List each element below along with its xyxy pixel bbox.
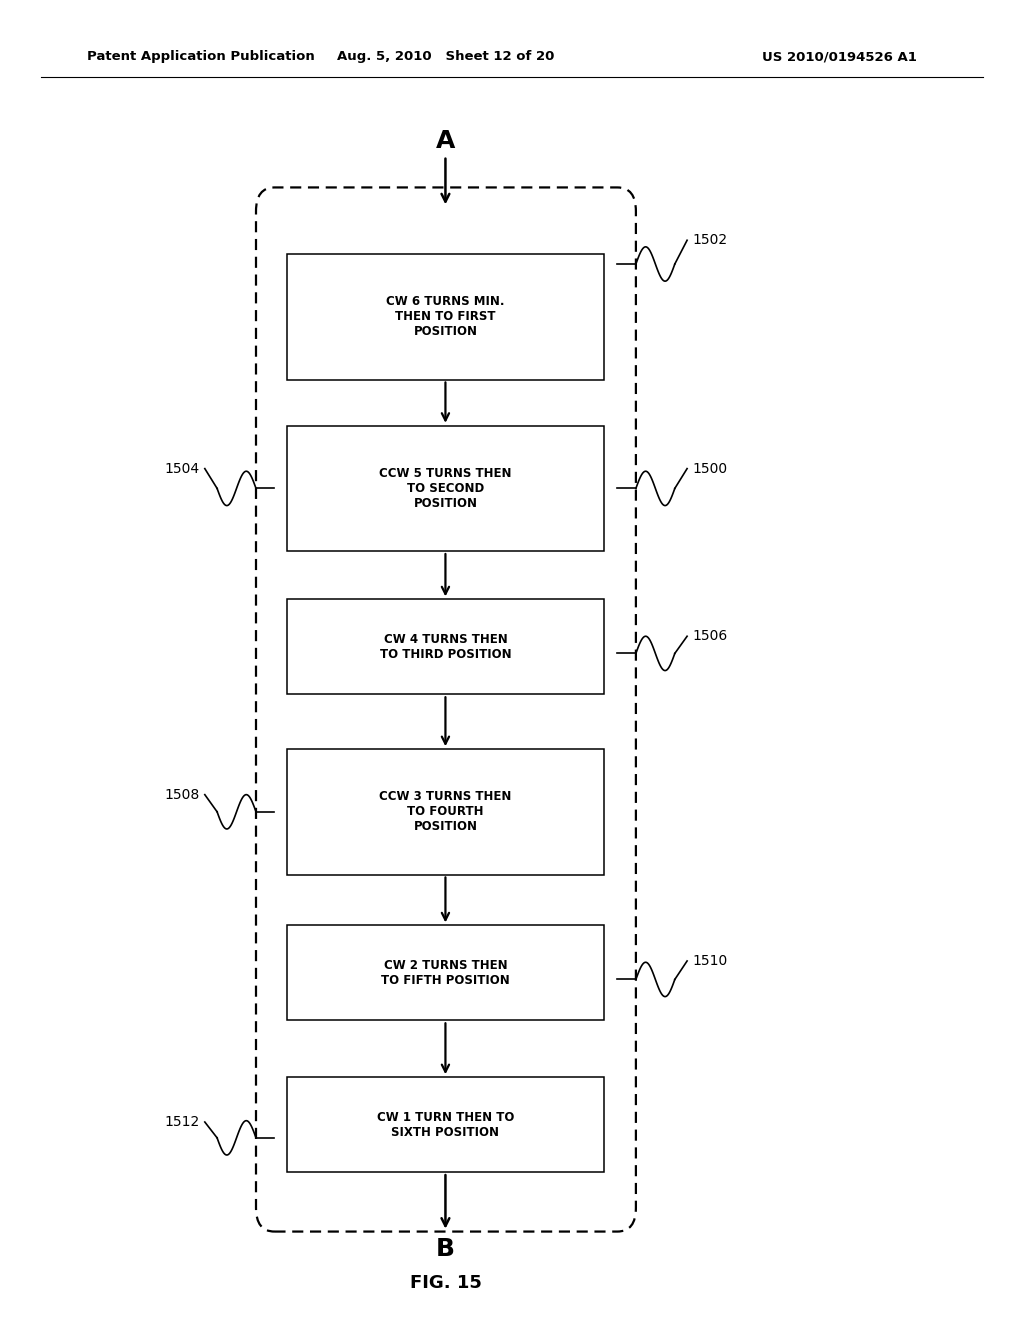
- Text: 1504: 1504: [165, 462, 200, 475]
- Text: CCW 5 TURNS THEN
TO SECOND
POSITION: CCW 5 TURNS THEN TO SECOND POSITION: [379, 467, 512, 510]
- Text: CW 2 TURNS THEN
TO FIFTH POSITION: CW 2 TURNS THEN TO FIFTH POSITION: [381, 958, 510, 987]
- FancyBboxPatch shape: [287, 253, 604, 380]
- Text: FIG. 15: FIG. 15: [410, 1274, 481, 1292]
- FancyBboxPatch shape: [287, 750, 604, 874]
- FancyBboxPatch shape: [287, 599, 604, 694]
- Text: CCW 3 TURNS THEN
TO FOURTH
POSITION: CCW 3 TURNS THEN TO FOURTH POSITION: [379, 791, 512, 833]
- Text: US 2010/0194526 A1: US 2010/0194526 A1: [762, 50, 918, 63]
- Text: CW 1 TURN THEN TO
SIXTH POSITION: CW 1 TURN THEN TO SIXTH POSITION: [377, 1110, 514, 1139]
- Text: A: A: [436, 129, 455, 153]
- Text: 1506: 1506: [692, 630, 727, 643]
- FancyBboxPatch shape: [287, 925, 604, 1020]
- FancyBboxPatch shape: [287, 1077, 604, 1172]
- Text: 1508: 1508: [165, 788, 200, 801]
- Text: 1502: 1502: [692, 234, 727, 247]
- Text: CW 4 TURNS THEN
TO THIRD POSITION: CW 4 TURNS THEN TO THIRD POSITION: [380, 632, 511, 661]
- Text: 1500: 1500: [692, 462, 727, 475]
- FancyBboxPatch shape: [287, 425, 604, 552]
- Text: CW 6 TURNS MIN.
THEN TO FIRST
POSITION: CW 6 TURNS MIN. THEN TO FIRST POSITION: [386, 296, 505, 338]
- Text: B: B: [436, 1237, 455, 1261]
- Text: 1510: 1510: [692, 954, 727, 968]
- Text: Aug. 5, 2010   Sheet 12 of 20: Aug. 5, 2010 Sheet 12 of 20: [337, 50, 554, 63]
- Text: Patent Application Publication: Patent Application Publication: [87, 50, 314, 63]
- Text: 1512: 1512: [165, 1115, 200, 1129]
